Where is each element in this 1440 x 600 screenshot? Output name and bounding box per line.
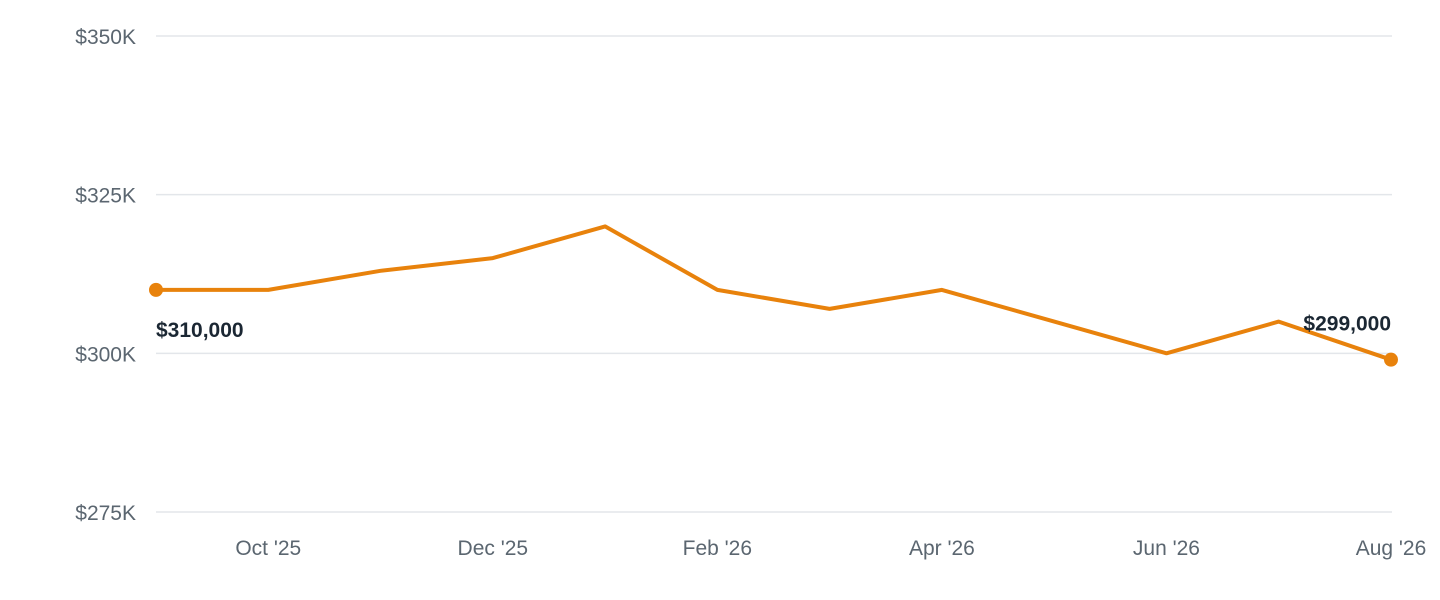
data-point-marker [149, 282, 163, 297]
y-tick-label: $350K [75, 26, 136, 49]
y-tick-label: $275K [75, 502, 136, 525]
x-tick-label: Dec '25 [458, 537, 529, 560]
data-point-marker [1384, 352, 1398, 367]
data-label: $299,000 [1303, 313, 1391, 336]
x-tick-label: Aug '26 [1356, 537, 1427, 560]
x-axis: Oct '25 Dec '25 Feb '26 Apr '26 Jun '26 Aug '… [235, 537, 1426, 560]
x-tick-label: Oct '25 [235, 537, 301, 560]
y-axis: $350K $325K $300K $275K [75, 26, 136, 525]
x-tick-label: Jun '26 [1133, 537, 1200, 560]
grid-lines [156, 35, 1392, 513]
y-tick-label: $325K [75, 185, 136, 208]
series-group [154, 224, 1393, 362]
series-line [154, 224, 1393, 362]
x-tick-label: Feb '26 [683, 537, 752, 560]
y-tick-label: $300K [75, 343, 136, 366]
endpoint-markers [149, 282, 1398, 367]
data-label: $310,000 [156, 319, 244, 342]
data-labels: $310,000 $299,000 [156, 313, 1391, 342]
x-tick-label: Apr '26 [909, 537, 975, 560]
